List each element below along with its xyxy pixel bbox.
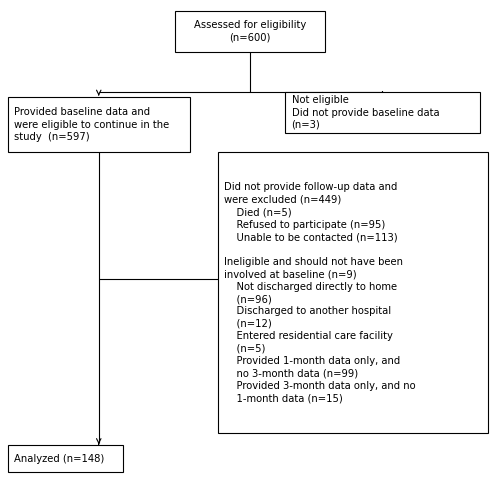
Text: Provided baseline data and
were eligible to continue in the
study  (n=597): Provided baseline data and were eligible… [14, 107, 169, 142]
FancyBboxPatch shape [8, 445, 122, 472]
FancyBboxPatch shape [285, 92, 480, 133]
FancyBboxPatch shape [8, 97, 190, 152]
Text: Not eligible
Did not provide baseline data
(n=3): Not eligible Did not provide baseline da… [292, 95, 439, 130]
Text: Assessed for eligibility
(n=600): Assessed for eligibility (n=600) [194, 20, 306, 43]
FancyBboxPatch shape [218, 152, 488, 433]
FancyBboxPatch shape [175, 11, 325, 52]
Text: Analyzed (n=148): Analyzed (n=148) [14, 454, 104, 464]
Text: Did not provide follow-up data and
were excluded (n=449)
    Died (n=5)
    Refu: Did not provide follow-up data and were … [224, 182, 416, 403]
